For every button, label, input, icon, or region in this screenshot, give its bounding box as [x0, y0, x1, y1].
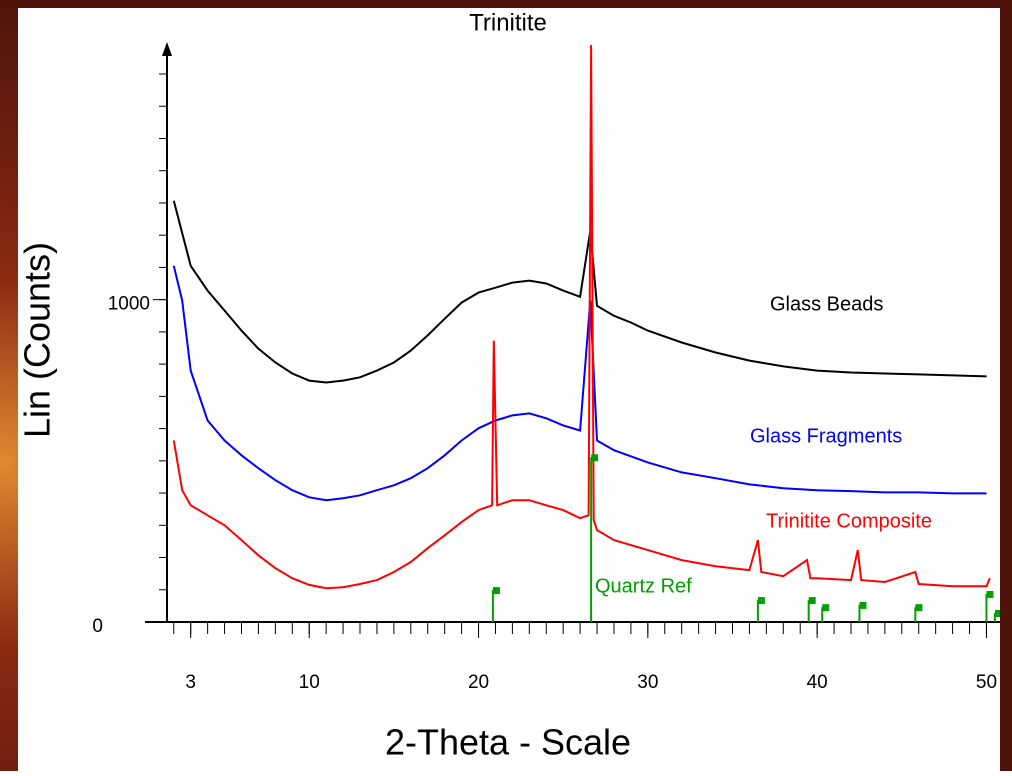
x-tick-label: 50 — [976, 672, 997, 693]
x-tick-label: 30 — [637, 672, 658, 693]
y-axis-title: Lin (Counts) — [17, 242, 58, 438]
quartz-marker — [757, 597, 765, 605]
quartz-marker — [808, 597, 816, 605]
plot-area — [172, 45, 1000, 622]
x-tick-label: 10 — [299, 672, 320, 693]
axis-arrow — [162, 42, 172, 56]
quartz-marker — [822, 604, 830, 612]
series-line — [172, 45, 991, 590]
quartz-marker — [591, 454, 599, 462]
x-axis-title: 2-Theta - Scale — [385, 722, 631, 763]
chart-title: Trinitite — [469, 9, 547, 36]
series-label: Glass Fragments — [750, 425, 902, 447]
quartz-marker — [994, 609, 1000, 617]
series-label: Trinitite Composite — [766, 510, 932, 532]
x-tick-label: 40 — [807, 672, 828, 693]
y-tick-label: 0 — [92, 616, 103, 637]
quartz-marker — [915, 604, 923, 612]
quartz-marker — [986, 590, 994, 598]
series-label: Quartz Ref — [595, 575, 692, 597]
series-line — [172, 200, 987, 384]
x-tick-label: 20 — [468, 672, 489, 693]
series-label: Glass Beads — [770, 293, 883, 315]
series-line — [172, 265, 987, 502]
quartz-marker — [859, 601, 867, 609]
y-tick-label: 1000 — [108, 294, 150, 315]
quartz-marker — [492, 587, 500, 595]
x-tick-label: 3 — [185, 672, 196, 693]
panel — [18, 8, 1000, 771]
